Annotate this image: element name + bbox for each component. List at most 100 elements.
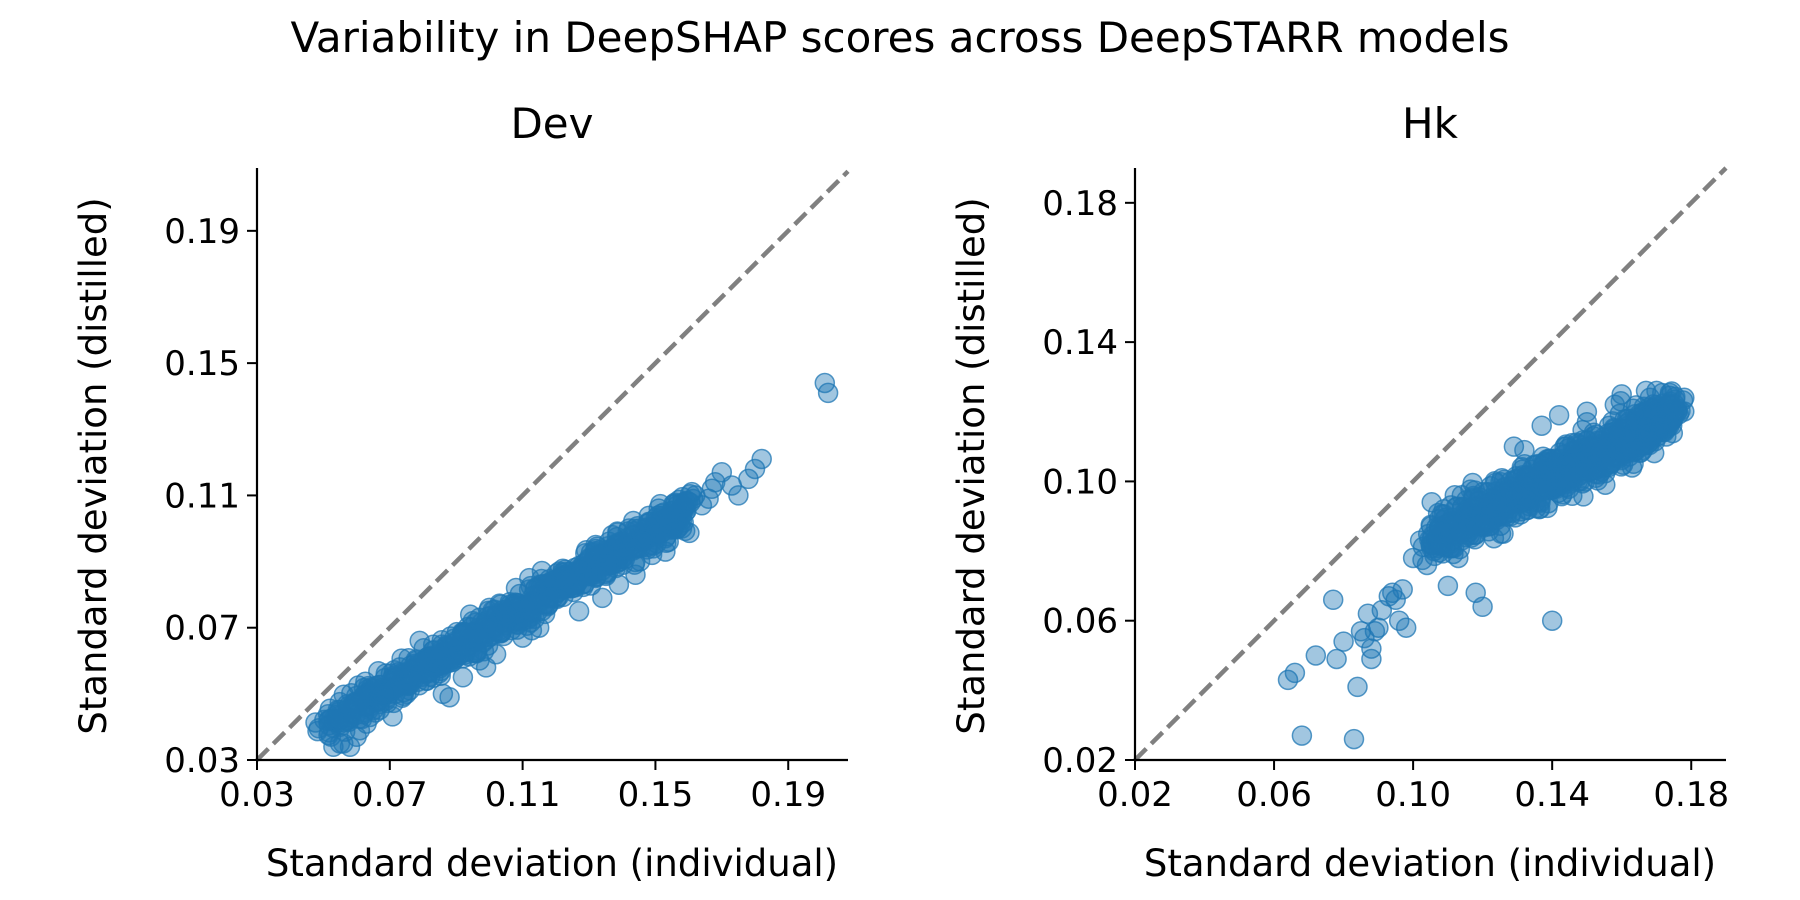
scatter-point (817, 382, 839, 404)
x-tick-label: 0.06 (1236, 775, 1312, 815)
x-tick-label: 0.10 (1375, 775, 1451, 815)
scatter-point (1635, 380, 1657, 402)
scatter-point (1590, 443, 1612, 464)
scatter-point (514, 597, 535, 619)
scatter-point (1444, 485, 1466, 506)
scatter-point (1284, 662, 1306, 684)
scatter-point (1628, 436, 1650, 457)
scatter-point (558, 567, 580, 589)
scatter-point (439, 686, 460, 708)
scatter-point (1421, 492, 1442, 513)
scatter-point (341, 683, 362, 704)
scatter-point (409, 630, 430, 652)
y-tick-label: 0.18 (1042, 184, 1118, 224)
scatter-point (592, 587, 613, 609)
x-tick-label: 0.19 (750, 775, 826, 815)
scatter-point (1569, 471, 1591, 492)
y-tick-label: 0.11 (164, 476, 240, 516)
scatter-point (618, 518, 640, 539)
scatter-point (1583, 422, 1605, 443)
y-tick-label: 0.02 (1042, 741, 1118, 781)
identity-line-layer-hk (1133, 166, 1728, 762)
scatter-point (613, 538, 635, 560)
scatter-point (1347, 676, 1368, 698)
scatter-point (595, 554, 617, 575)
panel-title-dev: Dev (510, 99, 593, 148)
scatter-point (1385, 589, 1406, 611)
scatter-point (1291, 725, 1313, 746)
scatter-point (1611, 418, 1632, 440)
scatter-point (548, 561, 570, 582)
scatter-point (1395, 617, 1417, 638)
scatter-point (416, 670, 437, 691)
y-tick-label: 0.03 (164, 741, 240, 781)
x-tick-label: 0.14 (1514, 775, 1590, 815)
scatter-point (751, 448, 772, 470)
scatter-point (512, 627, 533, 648)
scatter-point (1618, 408, 1639, 429)
scatter-point (538, 587, 560, 609)
scatter-point (608, 574, 630, 595)
figure-title: Variability in DeepSHAP scores across De… (290, 13, 1509, 62)
scatter-point (510, 600, 532, 622)
y-tick-label: 0.07 (164, 609, 240, 649)
scatter-point (671, 518, 693, 539)
scatter-point (1472, 596, 1493, 618)
identity-line-layer-dev (255, 169, 850, 762)
scatter-point (663, 516, 685, 537)
scatter-point (1392, 579, 1413, 600)
scatter-point (1326, 648, 1347, 670)
x-tick-label: 0.07 (352, 775, 428, 815)
scatter-point (1364, 620, 1386, 642)
axes-dev: 0.03 0.07 0.11 0.15 0.19 0.03 0.07 0.11 0.15 0.19 (164, 168, 848, 815)
scatter-point (1601, 425, 1622, 447)
scatter-point (744, 458, 766, 480)
scatter-point (1505, 482, 1526, 503)
scatter-point (475, 613, 497, 634)
y-axis-label-hk: Standard deviation (distilled) (950, 197, 993, 734)
scatter-point (452, 667, 474, 688)
y-tick-label: 0.14 (1042, 323, 1118, 363)
scatter-point (1541, 610, 1563, 631)
scatter-point (1437, 575, 1459, 597)
scatter-point (1333, 631, 1354, 652)
scatter-point (1517, 499, 1539, 520)
scatter-point (1611, 384, 1632, 405)
x-tick-label: 0.18 (1653, 775, 1729, 815)
y-axis-label-dev: Standard deviation (distilled) (72, 197, 115, 734)
scatter-point (396, 683, 417, 705)
scatter-point (386, 676, 407, 698)
scatter-point (1534, 478, 1556, 499)
scatter-point (1486, 492, 1507, 513)
scatter-point (1621, 457, 1643, 478)
scatter-point (728, 485, 749, 506)
scatter-point (1500, 471, 1521, 492)
scatter-point (1646, 380, 1667, 402)
scatter-point (738, 468, 759, 490)
scatter-point (1674, 387, 1695, 409)
scatter-point (1475, 512, 1497, 534)
scatter-point (1343, 728, 1365, 750)
x-tick-label: 0.03 (219, 775, 295, 815)
scatter-point (495, 614, 517, 636)
scatter-point (625, 564, 646, 586)
scatter-point (333, 707, 355, 728)
x-axis-label-hk: Standard deviation (individual) (1144, 842, 1716, 885)
scatter-point (585, 534, 606, 556)
scatter-point (426, 647, 447, 668)
scatter-point (1642, 398, 1664, 419)
scatter-point (1451, 485, 1473, 506)
x-tick-label: 0.15 (618, 775, 694, 815)
scatter-point (1500, 505, 1521, 527)
scatter-point (568, 600, 590, 622)
y-tick-label: 0.10 (1042, 462, 1118, 502)
scatter-point (1548, 404, 1570, 426)
scatter-point (1361, 648, 1382, 670)
x-tick-label: 0.02 (1097, 775, 1173, 815)
panel-title-hk: Hk (1402, 99, 1459, 148)
scatter-point (1595, 474, 1616, 495)
scatter-point (1559, 453, 1580, 475)
scatter-point (406, 650, 427, 672)
scatter-point (1514, 439, 1535, 461)
